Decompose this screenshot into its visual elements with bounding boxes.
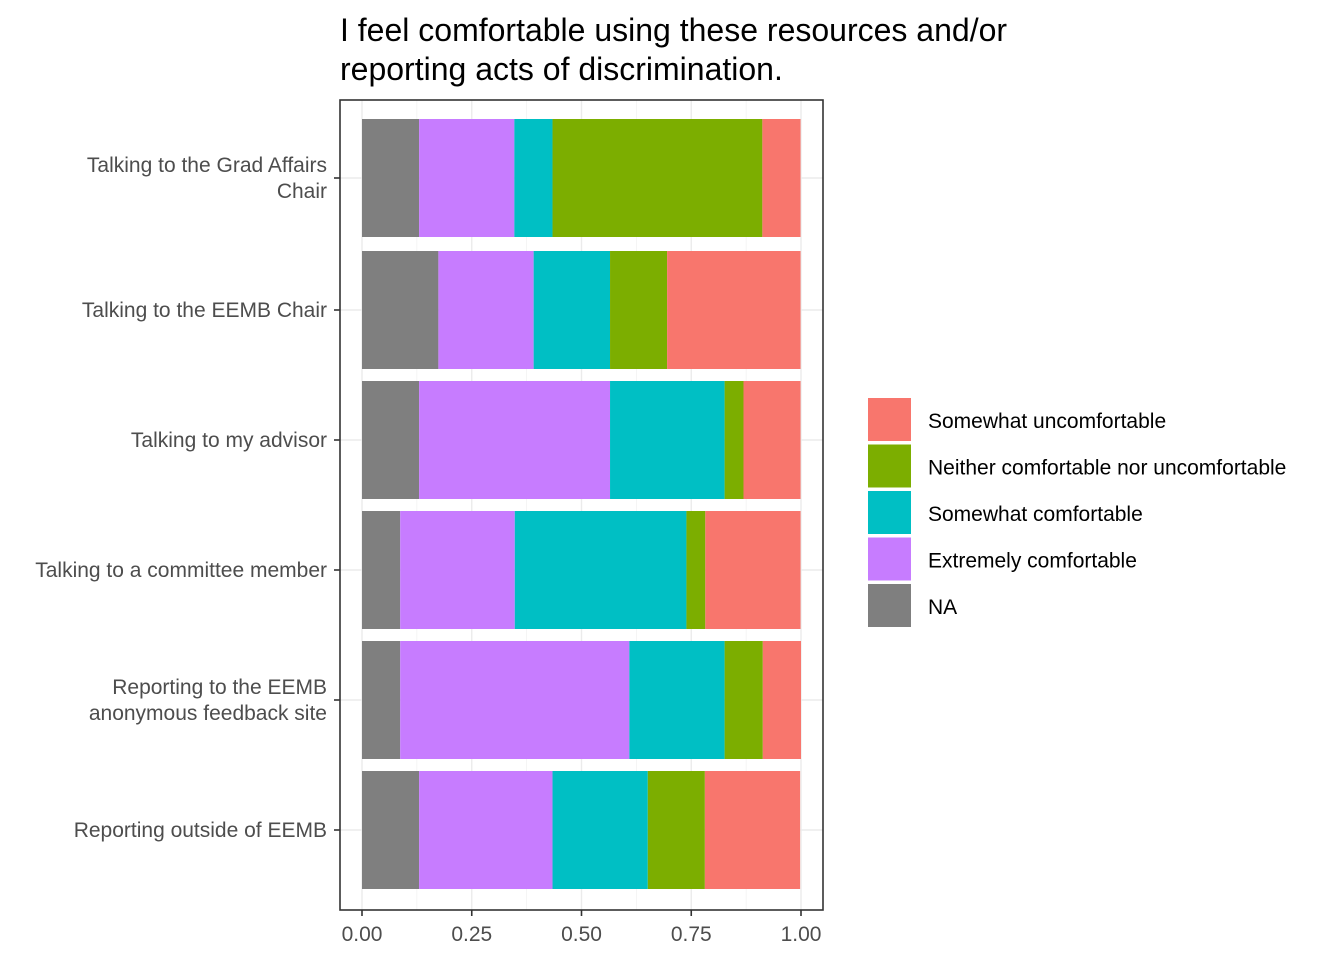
bar-segment (419, 381, 611, 499)
bar-segment (514, 511, 687, 629)
bar-segment (629, 641, 725, 759)
legend-key (868, 537, 911, 581)
bar-segment (400, 511, 515, 629)
bar-segment (704, 771, 801, 889)
bar-segment (610, 251, 668, 369)
bar-segment (667, 251, 801, 369)
x-tick-label: 0.25 (451, 923, 492, 946)
bars (362, 119, 801, 889)
bar-segment (362, 119, 420, 237)
y-tick-label: Talking to a committee member (35, 559, 327, 582)
legend-label: Somewhat comfortable (928, 503, 1143, 526)
x-tick-label: 0.50 (561, 923, 602, 946)
y-tick-label: Talking to my advisor (131, 429, 327, 452)
x-tick-label: 0.00 (342, 923, 383, 946)
y-tick-label: Talking to the EEMB Chair (82, 299, 327, 322)
legend-label: NA (928, 596, 957, 619)
x-axis: 0.00 0.25 0.50 0.75 1.00 (342, 910, 822, 946)
bar-segment (686, 511, 706, 629)
bar-segment (362, 771, 420, 889)
y-tick-label: anonymous feedback site (89, 702, 327, 725)
bar-segment (362, 251, 439, 369)
legend-key (868, 491, 911, 534)
bar-segment (533, 251, 611, 369)
y-tick-label: Reporting outside of EEMB (74, 819, 327, 842)
bar-segment (438, 251, 534, 369)
y-tick-label: Chair (277, 180, 327, 203)
bar-segment (362, 511, 401, 629)
x-tick-label: 1.00 (781, 923, 822, 946)
bar-segment (724, 381, 744, 499)
y-axis: Talking to the Grad Affairs Chair Talking … (35, 154, 340, 842)
bar-segment (705, 511, 801, 629)
x-tick-label: 0.75 (671, 923, 712, 946)
legend-key (868, 584, 911, 627)
legend-label: Neither comfortable nor uncomfortable (928, 457, 1286, 480)
chart-title-line: I feel comfortable using these resources… (340, 12, 1007, 48)
legend-key (868, 398, 911, 441)
chart-title: I feel comfortable using these resources… (340, 12, 1007, 87)
bar-segment (419, 771, 553, 889)
bar-segment (400, 641, 630, 759)
y-tick-label: Talking to the Grad Affairs (87, 154, 327, 177)
legend-label: Extremely comfortable (928, 550, 1137, 573)
bar-segment (362, 381, 420, 499)
bar-segment (762, 119, 801, 237)
bar-segment (362, 641, 401, 759)
legend: Somewhat uncomfortable Neither comfortabl… (868, 398, 1286, 627)
bar-segment (743, 381, 801, 499)
legend-label: Somewhat uncomfortable (928, 410, 1166, 433)
bar-segment (610, 381, 725, 499)
bar-segment (762, 641, 801, 759)
y-tick-label: Reporting to the EEMB (112, 676, 327, 699)
bar-segment (552, 771, 648, 889)
bar-segment (724, 641, 763, 759)
bar-segment (419, 119, 515, 237)
bar-segment (552, 119, 763, 237)
bar-segment (647, 771, 705, 889)
bar-segment (514, 119, 553, 237)
legend-key (868, 444, 911, 488)
chart-title-line: reporting acts of discrimination. (340, 51, 783, 87)
